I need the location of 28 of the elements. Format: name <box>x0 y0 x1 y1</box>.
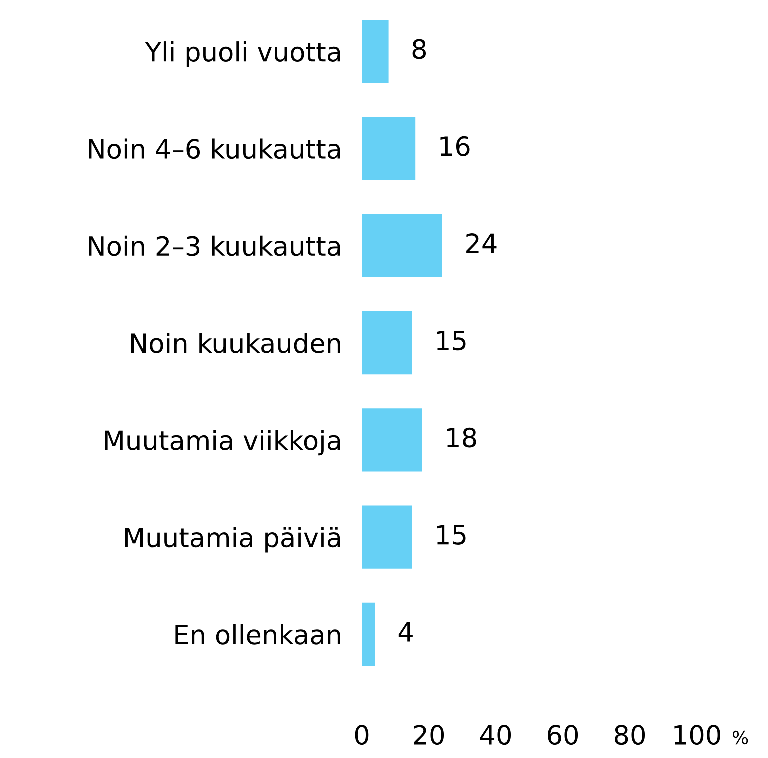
bar <box>362 214 442 278</box>
data-label: 15 <box>437 525 466 545</box>
x-tick-label: 80 <box>615 725 646 746</box>
x-tick-label: 60 <box>548 725 578 746</box>
x-tick-label: 40 <box>480 725 512 746</box>
bar <box>362 311 412 375</box>
x-axis-title: % <box>732 730 748 745</box>
data-label: 8 <box>412 39 426 60</box>
data-label: 15 <box>437 331 466 351</box>
bar <box>362 117 416 180</box>
data-label: 18 <box>447 428 476 448</box>
bar <box>362 408 422 472</box>
y-tick-label: Noin kuukauden <box>131 332 340 354</box>
bar <box>362 506 412 569</box>
y-tick-label: Noin 4–6 kuukautta <box>89 138 340 160</box>
y-tick-label: Yli puoli vuotta <box>145 42 340 68</box>
y-tick-label: Noin 2–3 kuukautta <box>89 236 340 256</box>
x-tick-label: 100 <box>674 725 720 746</box>
data-label: 4 <box>398 622 413 642</box>
y-tick-label: Muutamia viikkoja <box>105 430 340 456</box>
y-tick-label: Muutamia päiviä <box>125 527 340 553</box>
bar <box>362 602 376 666</box>
data-label: 24 <box>466 234 497 254</box>
bar <box>362 20 389 84</box>
x-tick-label: 20 <box>414 725 444 746</box>
data-label: 16 <box>440 136 470 156</box>
y-tick-label: En ollenkaan <box>176 624 340 645</box>
x-tick-label: 0 <box>355 725 369 746</box>
